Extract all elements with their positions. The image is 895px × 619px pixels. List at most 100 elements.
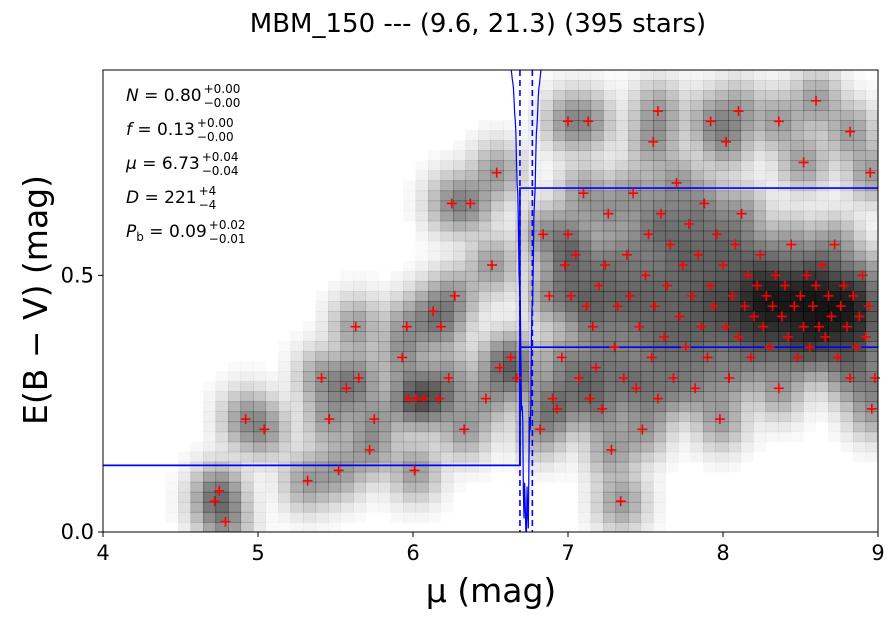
star-point [418, 393, 429, 404]
density-cell [553, 190, 567, 202]
density-cell [553, 431, 567, 443]
density-cell [478, 472, 491, 483]
density-cell [215, 491, 229, 503]
density-cell [528, 321, 542, 332]
density-cell [540, 170, 554, 182]
density-cell [390, 501, 404, 513]
density-cell [615, 130, 629, 141]
density-cell [665, 200, 679, 212]
density-cell [853, 100, 867, 111]
density-cell [628, 411, 642, 423]
density-cell [490, 160, 504, 172]
density-cell [553, 441, 567, 453]
density-cell [865, 441, 878, 453]
density-cell [603, 80, 617, 91]
density-cell [465, 321, 479, 332]
density-cell [428, 311, 442, 322]
star-point [727, 290, 738, 301]
density-cell [615, 381, 629, 392]
density-cell [415, 411, 429, 423]
density-cell [715, 391, 729, 403]
density-cell [728, 311, 742, 322]
density-cell [703, 462, 716, 473]
density-cell [453, 160, 467, 172]
density-cell [803, 391, 817, 403]
density-cell [690, 200, 704, 212]
density-cell [390, 321, 404, 332]
density-cell [303, 441, 317, 453]
density-cell [715, 70, 729, 81]
density-cell [703, 451, 717, 463]
density-cell [828, 220, 842, 232]
density-cell [428, 491, 442, 503]
density-cell [365, 280, 379, 292]
density-cell [628, 140, 642, 151]
density-cell [803, 401, 817, 413]
density-cell [803, 130, 817, 141]
density-cell [703, 120, 717, 131]
density-cell [290, 511, 304, 523]
fit-lines [103, 70, 878, 532]
density-cell [253, 521, 267, 532]
density-cell [478, 371, 492, 382]
density-cell [328, 471, 342, 483]
density-cell [378, 471, 392, 483]
density-cell [603, 461, 617, 473]
density-cell [690, 100, 704, 111]
star-point [773, 116, 784, 127]
density-cell [578, 311, 592, 322]
density-cell [528, 411, 542, 423]
density-cell [690, 140, 704, 151]
density-cell [565, 220, 579, 232]
density-cell [540, 270, 554, 282]
density-cell [266, 371, 279, 382]
density-cell [865, 140, 878, 151]
density-cell [378, 290, 392, 302]
star-point [823, 290, 834, 301]
density-cell [553, 140, 567, 151]
density-cell [578, 431, 592, 443]
density-cell [653, 270, 667, 282]
density-cell [403, 471, 417, 483]
density-cell [778, 70, 792, 81]
density-cell [590, 170, 604, 182]
density-cell [490, 250, 504, 262]
star-point [640, 270, 651, 281]
density-cell [690, 421, 704, 433]
density-cell [678, 250, 692, 262]
density-cell [340, 361, 354, 372]
density-cell [353, 431, 367, 443]
density-cell [615, 461, 629, 473]
density-cell [578, 522, 591, 533]
density-cell [390, 361, 404, 372]
density-cell [865, 110, 878, 121]
density-cell [240, 401, 254, 413]
density-cell [565, 260, 579, 272]
density-cell [665, 351, 679, 362]
density-cell [615, 431, 629, 443]
density-cell [465, 230, 479, 242]
density-cell [828, 361, 842, 372]
density-cell [840, 401, 854, 413]
density-cell [403, 501, 417, 513]
density-cell [540, 431, 554, 443]
density-cell [628, 220, 642, 232]
density-cell [228, 471, 242, 483]
density-cell [578, 461, 592, 473]
density-cell [678, 240, 692, 252]
density-cell [840, 160, 854, 172]
density-cell [528, 140, 542, 151]
density-cell [565, 190, 579, 202]
density-cell [578, 441, 592, 453]
density-cell [853, 220, 867, 232]
density-cell [853, 321, 867, 332]
density-cell [528, 100, 542, 111]
density-cell [803, 150, 817, 161]
density-cell [815, 70, 829, 81]
density-cell [728, 401, 742, 413]
density-cell [603, 471, 617, 483]
density-cell [415, 471, 429, 483]
density-cell [440, 341, 454, 352]
density-cell [603, 280, 617, 292]
density-cell [291, 331, 304, 342]
